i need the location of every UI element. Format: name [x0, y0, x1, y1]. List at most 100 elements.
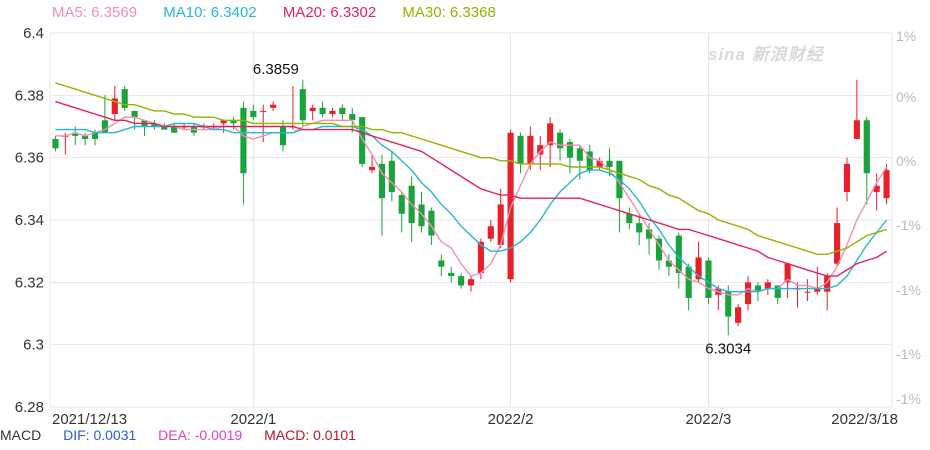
right-tick-label: -1% — [896, 217, 921, 233]
candle-body — [824, 276, 831, 292]
candle — [151, 120, 158, 130]
candle — [467, 276, 475, 292]
legend-ma5: MA5: 6.3569 — [52, 4, 138, 21]
candle — [596, 157, 603, 171]
candle — [804, 279, 811, 302]
candle-body — [72, 132, 79, 136]
right-tick-label: 0% — [896, 89, 916, 105]
candle-body — [497, 204, 504, 245]
sina-watermark: sina 新浪财经 — [708, 45, 824, 64]
candle — [279, 120, 287, 152]
candle — [329, 107, 336, 118]
candle — [586, 145, 593, 174]
candle — [636, 213, 643, 245]
candle-body — [814, 288, 821, 292]
candle-body — [428, 210, 435, 236]
candle-body — [151, 123, 158, 127]
candle-body — [527, 135, 534, 164]
y-tick-label: 6.38 — [15, 87, 44, 104]
candle-body — [329, 110, 336, 115]
candle-body — [220, 120, 227, 124]
right-tick-label: -1% — [896, 391, 921, 407]
candle-body — [596, 160, 603, 168]
candle — [487, 220, 494, 242]
right-tick-label: -1% — [896, 282, 921, 298]
macd-dif: DIF: 0.0031 — [63, 427, 137, 443]
candle — [299, 79, 306, 127]
candle — [566, 138, 574, 174]
x-tick-label: 2022/3/18 — [831, 411, 898, 428]
candle-body — [240, 107, 247, 174]
legend-ma30: MA30: 6.3368 — [402, 4, 496, 21]
candle — [725, 285, 732, 336]
candle — [655, 235, 663, 270]
candle — [497, 188, 504, 249]
candle — [388, 151, 395, 202]
candle — [735, 304, 742, 326]
candle-body — [764, 282, 771, 289]
candle-body — [230, 120, 237, 124]
candle — [834, 207, 841, 267]
right-tick-label: 1% — [896, 28, 916, 44]
candle — [111, 85, 118, 121]
candle-body — [131, 110, 138, 118]
candle — [339, 104, 346, 121]
candle-body — [260, 110, 267, 112]
candle-body — [467, 279, 475, 286]
candle-body — [873, 185, 880, 192]
candle — [863, 117, 870, 205]
candle — [537, 135, 544, 171]
candle-body — [161, 126, 168, 130]
candle-body — [695, 257, 702, 280]
ma-line-ma5 — [55, 116, 888, 296]
x-tick-label: 2022/3 — [686, 411, 732, 428]
candle-body — [675, 235, 682, 273]
x-tick-label: 2021/12/13 — [52, 411, 127, 428]
candle-body — [121, 89, 128, 108]
candle-body — [576, 148, 583, 161]
candle-body — [626, 213, 633, 224]
candle-body — [279, 126, 287, 146]
candle-body — [82, 135, 89, 139]
candle-body — [448, 272, 455, 277]
candle-body — [853, 120, 860, 139]
candle-body — [735, 307, 742, 323]
candle-body — [754, 285, 762, 292]
candle-body — [744, 282, 752, 305]
candle — [646, 223, 653, 255]
candle-body — [586, 151, 593, 171]
candle — [764, 279, 771, 295]
candle — [517, 132, 524, 174]
candle — [814, 266, 821, 295]
candle — [873, 173, 880, 211]
ma-line-ma30 — [55, 82, 887, 256]
candle-body — [319, 107, 326, 115]
y-tick-label: 6.36 — [15, 150, 44, 167]
y-tick-label: 6.34 — [15, 212, 44, 229]
candle — [359, 117, 366, 168]
candle — [398, 191, 405, 233]
candle — [240, 101, 247, 205]
legend-ma10: MA10: 6.3402 — [163, 4, 257, 21]
candle — [675, 232, 682, 289]
candle-body — [566, 142, 574, 158]
candle — [824, 272, 831, 311]
y-tick-label: 6.28 — [15, 399, 44, 416]
candle — [784, 263, 791, 298]
candle-body — [784, 263, 791, 283]
macd-title: MACD — [0, 427, 42, 443]
candle-body — [368, 167, 376, 171]
candle-body — [438, 260, 445, 267]
candle — [101, 95, 108, 133]
macd-dea: DEA: -0.0019 — [158, 427, 243, 443]
candle-body — [685, 266, 692, 298]
y-tick-label: 6.32 — [15, 274, 44, 291]
candle-body — [398, 195, 405, 214]
y-tick-label: 6.4 — [23, 25, 44, 42]
legend-ma20: MA20: 6.3302 — [282, 4, 377, 21]
candle-body — [111, 98, 118, 115]
candle — [744, 276, 752, 311]
candle — [438, 254, 445, 277]
candle-body — [299, 89, 306, 121]
